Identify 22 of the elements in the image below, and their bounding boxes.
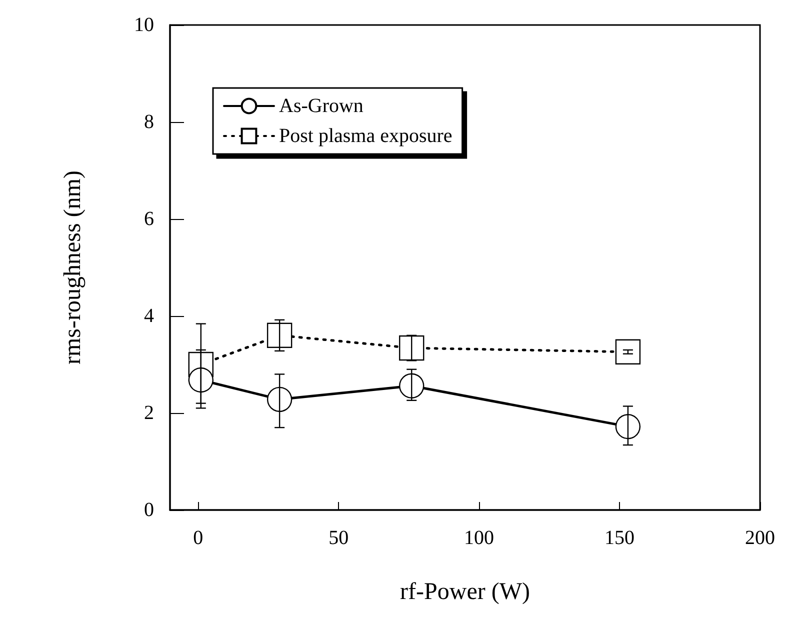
x-tick-label: 100 <box>464 527 494 549</box>
y-tick-label: 10 <box>134 14 154 36</box>
point <box>266 322 292 348</box>
legend-label: As-Grown <box>279 95 364 117</box>
y-tick-label: 6 <box>144 208 154 230</box>
y-tick-label: 4 <box>144 305 154 327</box>
y-tick-label: 2 <box>144 402 154 424</box>
x-axis-title: rf-Power (W) <box>400 579 530 605</box>
point <box>615 339 641 364</box>
point <box>399 373 424 398</box>
y-tick-label: 0 <box>144 499 154 521</box>
y-tick-label: 8 <box>144 111 154 133</box>
x-tick-label: 200 <box>745 527 775 549</box>
point <box>615 414 641 440</box>
x-tick-label: 0 <box>193 527 204 549</box>
x-tick-label: 150 <box>604 527 635 549</box>
y-axis-title: rms-roughness (nm) <box>60 170 86 364</box>
point <box>399 335 424 361</box>
x-tick-label: 50 <box>328 527 349 549</box>
point <box>188 367 214 393</box>
legend-label: Post plasma exposure <box>279 125 452 147</box>
point <box>266 386 292 412</box>
